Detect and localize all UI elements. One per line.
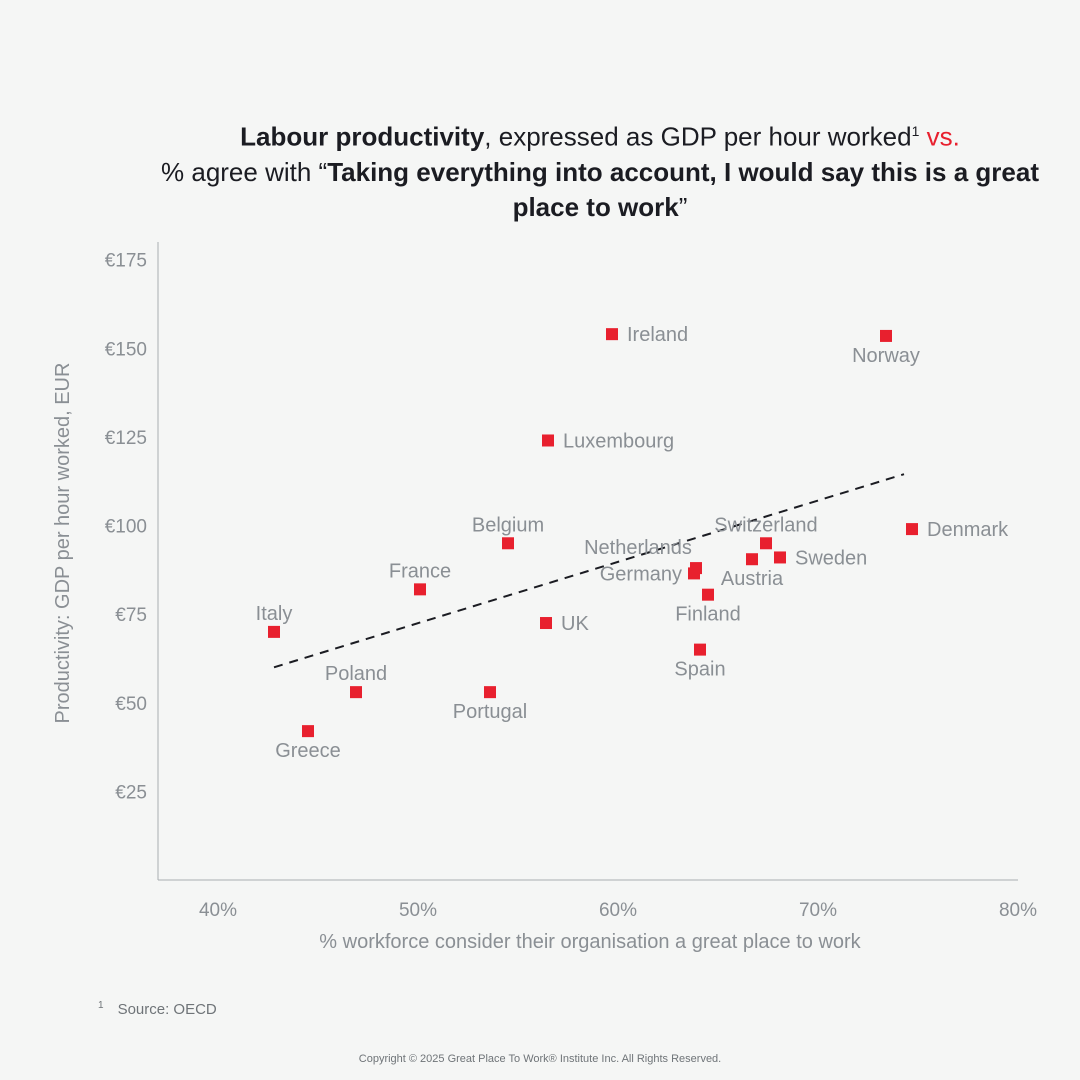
title-text-3: ” <box>678 191 688 222</box>
point-marker-austria <box>746 553 758 566</box>
point-label-uk: UK <box>561 613 589 635</box>
point-label-ireland: Ireland <box>627 324 688 346</box>
footnote-mark: 1 <box>98 1000 104 1011</box>
point-marker-switzerland <box>760 537 772 550</box>
point-label-luxembourg: Luxembourg <box>563 430 674 452</box>
title-text-1: , expressed as GDP per hour worked <box>484 121 912 152</box>
point-marker-finland <box>702 588 714 601</box>
trendline-group <box>273 473 905 669</box>
data-points: Ireland Norway Luxembourg Denmark Switzerlan… <box>256 324 1009 762</box>
title-bold-2: Taking everything into account, I would … <box>327 156 1039 222</box>
point-label-netherlands: Netherlands <box>584 537 692 559</box>
point-label-spain: Spain <box>674 659 725 681</box>
point-label-greece: Greece <box>275 740 341 762</box>
y-axis-label: Productivity: GDP per hour worked, EUR <box>52 363 74 724</box>
point-marker-greece <box>302 725 314 738</box>
point-marker-luxembourg <box>542 434 554 447</box>
y-tick-label: €125 <box>105 428 147 449</box>
title-footnote-mark: 1 <box>911 123 920 139</box>
title-bold-1: Labour productivity <box>240 121 485 152</box>
y-tick-label: €150 <box>105 339 147 360</box>
point-label-sweden: Sweden <box>795 547 867 569</box>
y-tick-label: €175 <box>105 251 147 272</box>
x-axis-label: % workforce consider their organisation … <box>319 931 861 953</box>
point-label-belgium: Belgium <box>472 514 544 536</box>
x-tick-label: 80% <box>999 900 1037 921</box>
trendline <box>273 473 905 669</box>
x-tick-labels: 40% 50% 60% 70% 80% <box>199 900 1037 921</box>
x-tick-label: 70% <box>799 900 837 921</box>
point-marker-belgium <box>502 537 514 550</box>
y-tick-label: €75 <box>115 605 147 626</box>
x-tick-label: 50% <box>399 900 437 921</box>
point-marker-norway <box>880 329 892 342</box>
point-label-norway: Norway <box>852 345 920 367</box>
point-label-france: France <box>389 560 451 582</box>
title-vs: vs. <box>919 121 960 152</box>
point-marker-portugal <box>484 686 496 699</box>
point-marker-poland <box>350 686 362 699</box>
title-text-2: % agree with “ <box>161 156 328 187</box>
footnote-text: Source: OECD <box>117 1001 217 1018</box>
y-tick-label: €50 <box>115 694 147 715</box>
point-label-switzerland: Switzerland <box>714 514 817 536</box>
point-marker-france <box>414 583 426 596</box>
point-marker-germany <box>688 567 700 580</box>
point-marker-uk <box>540 617 552 630</box>
point-marker-denmark <box>906 523 918 536</box>
copyright: Copyright © 2025 Great Place To Work® In… <box>358 1053 722 1065</box>
point-label-austria: Austria <box>721 568 784 590</box>
point-label-denmark: Denmark <box>927 519 1009 541</box>
point-label-poland: Poland <box>325 663 387 685</box>
x-tick-label: 60% <box>599 900 637 921</box>
point-label-germany: Germany <box>600 563 682 585</box>
point-marker-ireland <box>606 328 618 341</box>
point-marker-spain <box>694 643 706 656</box>
point-marker-italy <box>268 625 280 638</box>
footnote: 1 Source: OECD <box>98 1000 217 1018</box>
y-tick-label: €100 <box>105 517 147 538</box>
y-tick-label: €25 <box>115 782 147 803</box>
chart-axes <box>157 242 1018 881</box>
point-label-finland: Finland <box>675 604 741 626</box>
chart-title: Labour productivity, expressed as GDP pe… <box>160 114 1040 225</box>
point-marker-sweden <box>774 551 786 564</box>
y-tick-labels: €25 €50 €75 €100 €125 €150 €175 <box>105 251 147 804</box>
point-label-italy: Italy <box>256 603 293 625</box>
x-tick-label: 40% <box>199 900 237 921</box>
point-label-portugal: Portugal <box>453 701 528 723</box>
